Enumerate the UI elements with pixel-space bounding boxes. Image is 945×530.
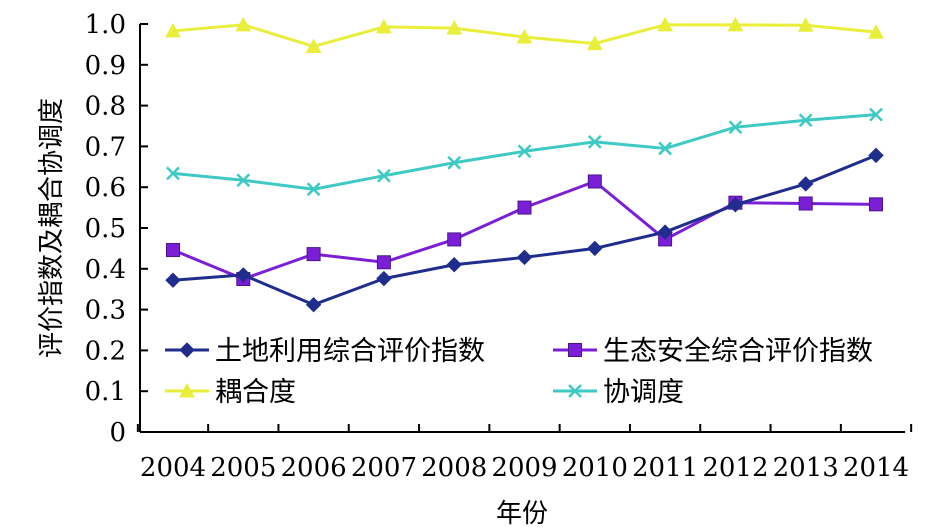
y-tick-label: 0.5 xyxy=(85,214,126,244)
legend-entry: 土地利用综合评价指数 xyxy=(165,336,485,367)
data-point xyxy=(447,155,462,170)
y-axis-title: 评价指数及耦合协调度 xyxy=(37,98,67,358)
data-point xyxy=(166,243,180,258)
data-point xyxy=(235,16,252,32)
data-point xyxy=(236,173,251,188)
x-tick-label: 2014 xyxy=(843,453,909,483)
data-point xyxy=(516,29,533,44)
y-tick-label: 0.1 xyxy=(85,377,126,407)
data-point xyxy=(377,168,391,183)
data-point xyxy=(728,120,743,135)
data-point xyxy=(517,200,532,215)
legend-swatch-marker xyxy=(179,382,195,398)
legend-entry: 耦合度 xyxy=(165,377,296,408)
x-tick-label: 2009 xyxy=(491,453,557,483)
data-point xyxy=(586,35,603,51)
x-tick-label: 2008 xyxy=(421,453,487,483)
y-tick-label: 0 xyxy=(109,418,126,448)
data-point xyxy=(165,22,181,38)
data-point xyxy=(516,249,533,266)
data-point xyxy=(657,224,673,240)
data-point xyxy=(798,113,813,128)
data-point xyxy=(869,197,883,212)
x-tick-label: 2007 xyxy=(351,453,417,483)
data-point xyxy=(446,20,463,35)
x-axis-title: 年份 xyxy=(496,499,548,529)
data-point xyxy=(727,197,744,213)
x-tick-label: 2013 xyxy=(773,453,839,483)
legend-entry: 协调度 xyxy=(553,377,684,408)
axes xyxy=(139,24,905,433)
x-tick-label: 2010 xyxy=(562,453,628,483)
data-point xyxy=(305,38,322,53)
x-tick-label: 2004 xyxy=(140,453,206,483)
y-tick-label: 0.6 xyxy=(85,173,126,203)
data-point xyxy=(797,17,814,32)
series-2 xyxy=(166,174,883,286)
y-tick-label: 0.7 xyxy=(85,132,126,162)
data-point xyxy=(587,240,603,257)
series-4 xyxy=(166,107,883,197)
data-point xyxy=(657,16,673,32)
legend-label: 协调度 xyxy=(603,377,684,408)
data-point xyxy=(868,24,884,39)
data-point xyxy=(376,270,392,287)
x-tick-label: 2011 xyxy=(632,453,698,483)
data-point xyxy=(798,196,813,211)
data-point xyxy=(166,166,180,181)
x-axis-ticks: 2004 2005 2006 2007 2008 2009 2010 2011 2012 2013… xyxy=(136,424,913,483)
x-tick-label: 2005 xyxy=(210,453,276,483)
y-axis-ticks: 0 0.1 0.2 0.3 0.4 0.5 0.6 0.7 0.8 0.9 1.0 xyxy=(85,10,148,448)
x-tick-label: 2006 xyxy=(281,453,347,483)
data-point xyxy=(306,182,321,197)
y-tick-label: 0.8 xyxy=(85,92,126,122)
data-point xyxy=(517,144,532,159)
series-3 xyxy=(165,16,884,53)
series-layer xyxy=(165,16,884,313)
x-tick-label: 2012 xyxy=(702,453,768,483)
data-point xyxy=(446,257,462,273)
data-point xyxy=(868,147,884,164)
series-line xyxy=(172,153,877,307)
y-tick-label: 0.2 xyxy=(85,336,126,366)
data-point xyxy=(235,267,252,283)
data-point xyxy=(305,296,322,313)
legend-label: 耦合度 xyxy=(215,377,296,408)
legend-swatch-marker xyxy=(568,384,582,398)
data-point xyxy=(447,232,462,247)
data-point xyxy=(376,18,392,34)
legend-swatch-marker xyxy=(179,342,195,358)
legend-entry: 生态安全综合评价指数 xyxy=(553,336,873,367)
y-tick-label: 0.9 xyxy=(85,51,126,81)
y-tick-label: 0.3 xyxy=(85,296,126,326)
data-point xyxy=(869,107,883,122)
data-point xyxy=(165,272,181,288)
legend-label: 土地利用综合评价指数 xyxy=(215,336,485,367)
data-point xyxy=(797,176,814,192)
data-point xyxy=(658,141,672,156)
data-point xyxy=(587,135,602,149)
legend-swatch-marker xyxy=(568,343,582,357)
series-1 xyxy=(165,147,884,313)
legend-label: 生态安全综合评价指数 xyxy=(603,336,873,367)
data-point xyxy=(376,255,391,270)
y-tick-label: 0.4 xyxy=(85,255,126,285)
data-point xyxy=(727,16,744,32)
data-point xyxy=(306,247,321,262)
y-tick-label: 1.0 xyxy=(85,10,126,40)
data-point xyxy=(587,174,602,189)
